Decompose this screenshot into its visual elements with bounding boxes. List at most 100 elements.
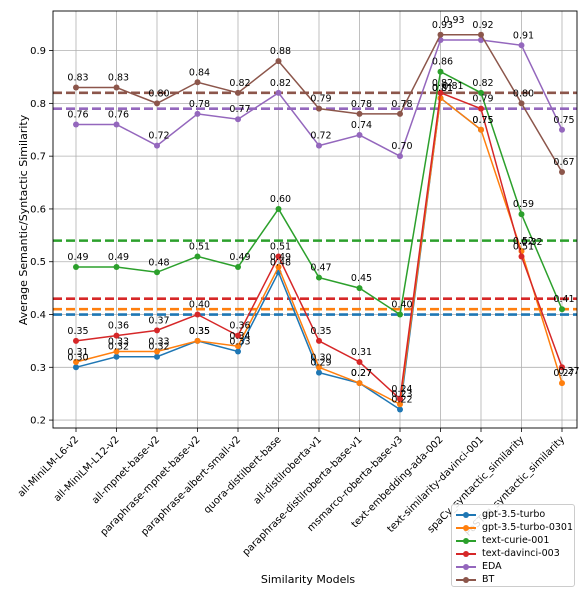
data-label: 0.88 — [270, 46, 291, 57]
legend-marker — [463, 550, 469, 557]
data-label: 0.86 — [432, 57, 453, 68]
y-tick-label: 0.6 — [30, 204, 46, 215]
data-label: 0.36 — [229, 321, 250, 332]
data-point — [235, 264, 241, 271]
data-point — [559, 306, 565, 313]
plot-frame — [52, 10, 578, 429]
data-point — [316, 105, 322, 112]
data-labels-layer: 0.30 0.32 0.32 0.35 0.33 0.48 0.29 0.27 0.22 0.81… — [67, 15, 579, 406]
y-tick-label: 0.5 — [30, 257, 46, 268]
data-label: 0.34 — [229, 331, 250, 342]
data-point — [275, 89, 282, 96]
data-label: 0.24 — [391, 384, 412, 395]
data-point — [559, 168, 565, 175]
data-point — [194, 311, 201, 318]
data-label: 0.33 — [148, 336, 169, 347]
data-point — [559, 126, 565, 133]
data-point — [113, 353, 120, 360]
data-point — [478, 31, 484, 38]
data-point — [73, 84, 79, 91]
data-label: 0.80 — [148, 88, 169, 99]
y-tick-label: 0.7 — [30, 152, 46, 163]
data-label: 0.77 — [229, 104, 250, 115]
data-label: 0.35 — [189, 326, 210, 337]
data-label: 0.81 — [432, 83, 453, 94]
data-point — [113, 332, 120, 339]
data-point — [316, 369, 322, 376]
data-point — [154, 327, 160, 334]
data-point — [397, 406, 403, 413]
data-label: 0.75 — [472, 115, 493, 126]
data-point — [275, 58, 282, 65]
data-label: 0.83 — [67, 73, 88, 84]
legend-item: gpt-3.5-turbo-0301 — [456, 521, 573, 534]
data-label: 0.78 — [189, 99, 210, 110]
data-point — [275, 253, 282, 260]
data-label: 0.79 — [310, 94, 331, 105]
data-point — [73, 337, 79, 344]
data-label: 0.76 — [108, 109, 129, 120]
data-label: 0.82 — [229, 78, 250, 89]
data-label: 0.74 — [351, 120, 372, 131]
data-label: 0.72 — [148, 131, 169, 142]
data-point — [316, 142, 322, 149]
data-label: 0.60 — [270, 194, 291, 205]
legend-item: EDA — [456, 560, 570, 573]
data-point — [113, 84, 120, 91]
data-point — [73, 364, 79, 371]
data-label: 0.84 — [189, 67, 210, 78]
data-point — [356, 132, 363, 139]
data-label: 0.37 — [148, 315, 169, 326]
data-label: 0.32 — [521, 237, 542, 248]
x-axis-title: Similarity Models — [261, 573, 356, 586]
data-label: 0.80 — [513, 88, 534, 99]
data-label: 0.23 — [391, 389, 412, 400]
x-tick-label: all-distilroberta-v1 — [252, 434, 324, 506]
data-point — [194, 253, 201, 260]
data-point — [356, 359, 363, 366]
data-point — [316, 337, 322, 344]
legend-marker — [463, 563, 469, 570]
y-tick-label: 0.8 — [30, 99, 46, 110]
data-point — [235, 343, 241, 350]
data-point — [559, 364, 565, 371]
data-label: 0.82 — [270, 78, 291, 89]
data-label: 0.36 — [108, 321, 129, 332]
data-label: 0.82 — [432, 78, 453, 89]
data-label: 0.81 — [442, 81, 463, 92]
data-label: 0.52 — [513, 236, 534, 247]
data-point — [73, 121, 79, 128]
data-label: 0.31 — [351, 347, 372, 358]
data-label: 0.27 — [351, 368, 372, 379]
data-point — [397, 153, 403, 160]
legend-swatch — [456, 573, 476, 586]
data-point — [194, 337, 201, 344]
legend-marker — [463, 576, 469, 583]
data-point — [478, 89, 484, 96]
data-point — [397, 401, 403, 408]
data-point — [356, 380, 363, 387]
x-tick-label: quora-distilbert-base — [202, 434, 284, 516]
data-point — [154, 142, 160, 149]
legend-label: BT — [482, 574, 495, 585]
data-label: 0.30 — [67, 352, 88, 363]
y-tick-label: 0.3 — [30, 363, 46, 374]
data-point — [235, 116, 241, 123]
data-label: 0.49 — [270, 252, 291, 263]
data-label: 0.51 — [513, 241, 534, 252]
data-point — [113, 348, 120, 355]
data-label: 0.78 — [351, 99, 372, 110]
legend-item: text-davinci-003 — [456, 547, 570, 560]
data-label: 0.59 — [513, 199, 534, 210]
legend: gpt-3.5-turbo gpt-3.5-turbo-0301 text-curi… — [451, 504, 575, 587]
data-label: 0.35 — [189, 326, 210, 337]
data-point — [275, 264, 282, 271]
y-tick-label: 0.9 — [30, 46, 46, 57]
data-label: 0.82 — [472, 78, 493, 89]
legend-marker — [463, 524, 469, 531]
data-point — [356, 110, 363, 117]
legend-swatch — [456, 547, 476, 560]
data-point — [559, 380, 565, 387]
data-point — [154, 348, 160, 355]
